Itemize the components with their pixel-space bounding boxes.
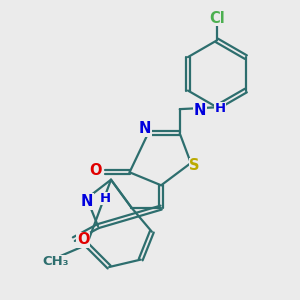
Text: O: O [77, 232, 89, 247]
Text: H: H [100, 192, 111, 205]
Text: Cl: Cl [210, 11, 226, 26]
Text: N: N [194, 103, 206, 118]
Text: CH₃: CH₃ [42, 255, 68, 268]
Text: N: N [139, 121, 152, 136]
Text: H: H [214, 102, 225, 115]
Text: N: N [81, 194, 93, 209]
Text: S: S [189, 158, 200, 173]
Text: O: O [89, 163, 101, 178]
